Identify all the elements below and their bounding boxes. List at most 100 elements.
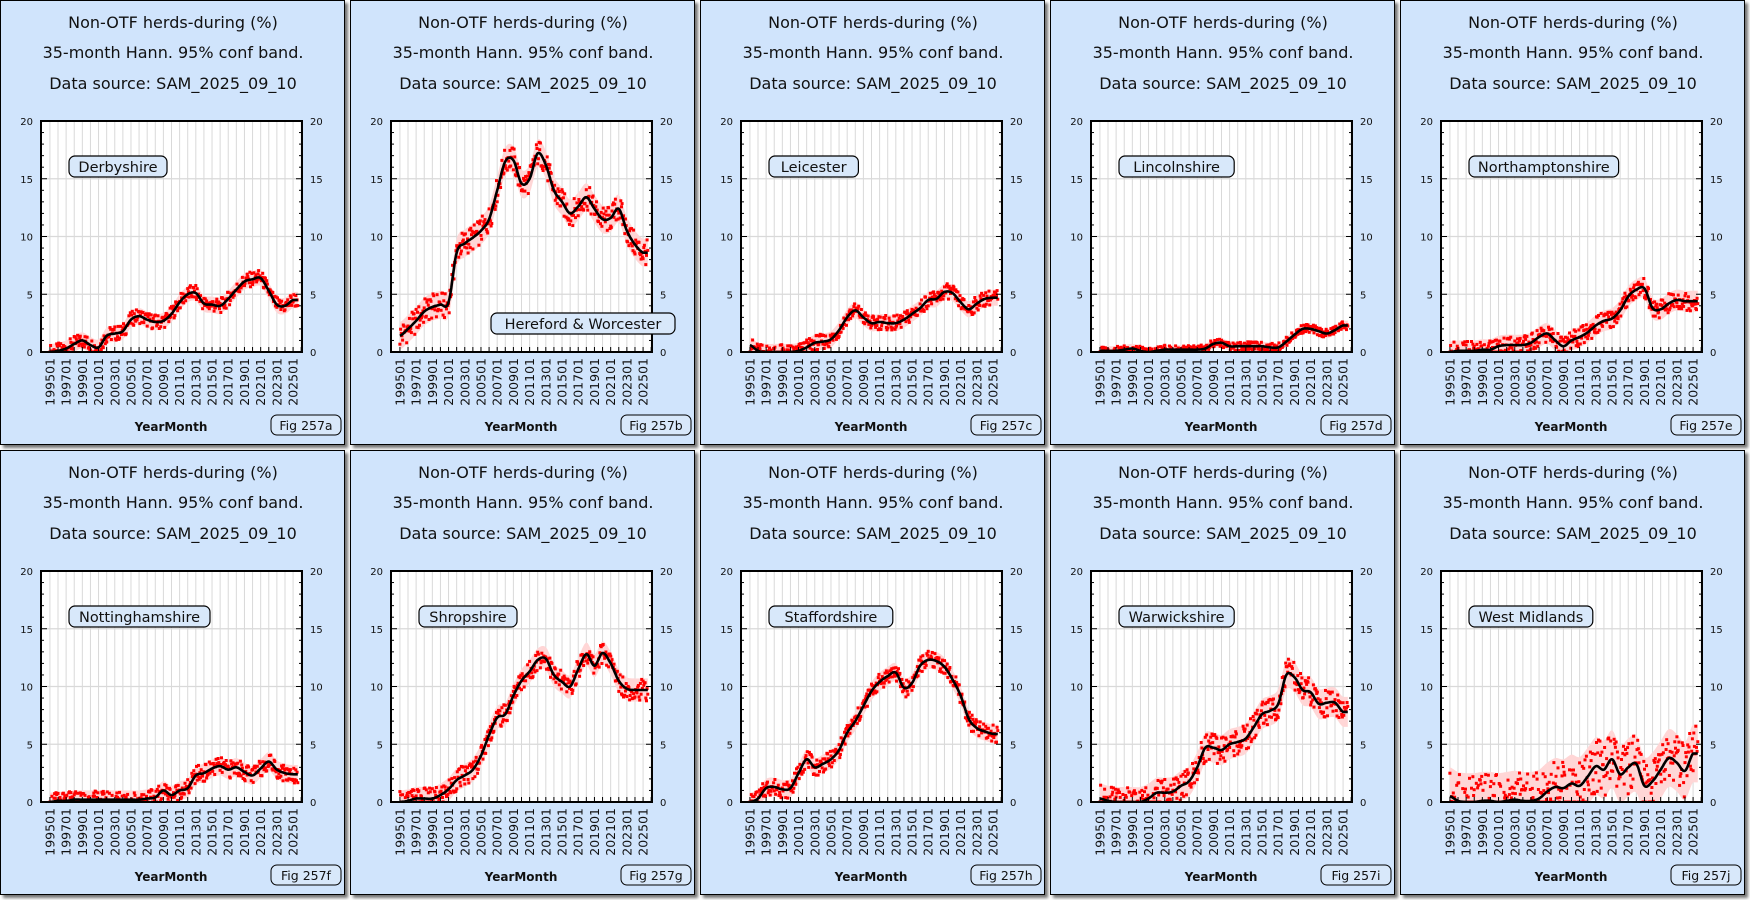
data-point — [1581, 324, 1585, 327]
data-point — [1124, 346, 1128, 350]
data-point — [265, 279, 269, 283]
data-point — [443, 785, 447, 789]
data-point — [192, 286, 196, 290]
data-point — [856, 706, 860, 710]
data-point — [1530, 786, 1534, 790]
data-point — [1192, 344, 1196, 348]
data-point — [883, 671, 887, 675]
data-point — [638, 681, 642, 685]
fig-label: Fig 257d — [1329, 418, 1382, 433]
data-point — [1605, 312, 1609, 316]
data-point — [209, 762, 213, 766]
y-tick-label-left: 15 — [720, 625, 733, 636]
data-point — [788, 784, 792, 788]
data-point — [563, 677, 567, 681]
data-point — [1612, 737, 1616, 741]
data-point — [434, 786, 438, 789]
y-tick-label-right: 0 — [660, 798, 666, 809]
data-point — [1518, 336, 1522, 340]
data-point — [817, 342, 821, 346]
data-point — [1295, 683, 1299, 687]
data-point — [194, 284, 198, 287]
data-point — [890, 328, 894, 332]
data-point — [898, 322, 902, 326]
data-point — [1301, 696, 1305, 700]
data-point — [934, 295, 938, 299]
data-point — [1180, 791, 1184, 795]
x-tick-label: 201101 — [1572, 358, 1587, 406]
data-point — [568, 686, 571, 690]
data-point — [937, 656, 941, 660]
data-point — [486, 744, 490, 748]
data-point — [815, 333, 819, 337]
data-point — [849, 316, 853, 320]
data-point — [1488, 785, 1492, 789]
data-point — [1563, 335, 1567, 339]
data-point — [636, 684, 640, 687]
data-point — [882, 681, 886, 685]
data-point — [792, 786, 796, 790]
data-point — [980, 291, 984, 295]
data-point — [815, 758, 819, 762]
x-axis-label: YearMonth — [1534, 420, 1608, 434]
data-point — [1182, 344, 1186, 348]
data-point — [401, 338, 405, 342]
y-tick-label-left: 0 — [1427, 348, 1433, 359]
data-point — [1453, 795, 1457, 799]
data-point — [1502, 790, 1506, 794]
data-point — [615, 669, 619, 673]
y-tick-label-right: 20 — [310, 117, 323, 128]
data-point — [1155, 786, 1159, 790]
data-point — [1580, 336, 1584, 340]
data-point — [1257, 346, 1261, 350]
data-point — [1552, 761, 1556, 765]
data-point — [1513, 792, 1517, 796]
data-point — [1236, 752, 1240, 756]
data-point — [1233, 349, 1237, 352]
data-point — [1159, 345, 1163, 349]
data-point — [759, 790, 763, 794]
data-point — [1528, 348, 1532, 352]
data-point — [50, 794, 54, 798]
data-point — [1470, 786, 1473, 790]
x-tick-label: 200501 — [823, 808, 838, 856]
region-label-box — [1118, 155, 1235, 178]
data-point — [69, 340, 73, 344]
y-tick-label-left: 5 — [1077, 290, 1083, 301]
data-point — [1589, 324, 1593, 328]
data-point — [555, 202, 559, 206]
x-tick-label: 199701 — [1109, 808, 1124, 856]
data-point — [897, 316, 901, 320]
data-point — [1610, 752, 1614, 756]
data-point — [970, 310, 973, 314]
data-point — [1574, 344, 1578, 348]
data-point — [477, 243, 481, 247]
data-point — [132, 323, 136, 327]
data-point — [1609, 739, 1613, 743]
data-point — [821, 757, 825, 761]
data-point — [611, 203, 615, 207]
data-point — [457, 255, 461, 259]
region-label: Derbyshire — [78, 160, 157, 176]
data-point — [588, 186, 592, 190]
data-point — [424, 788, 428, 792]
data-point — [1143, 790, 1146, 794]
data-point — [1213, 733, 1217, 737]
x-tick-label: 200701 — [1190, 808, 1205, 856]
data-point — [294, 294, 298, 297]
data-source-label: Data source: SAM_2025_09_10 — [1449, 74, 1697, 94]
data-point — [1207, 757, 1211, 761]
y-tick-label-right: 10 — [310, 683, 323, 694]
data-point — [104, 796, 108, 800]
chart-svg: Non-OTF herds-during (%)35-month Hann. 9… — [20, 463, 342, 886]
data-point — [224, 306, 228, 310]
data-point — [1099, 783, 1103, 787]
data-point — [249, 281, 253, 285]
data-point — [1625, 751, 1629, 755]
data-point — [231, 761, 235, 765]
data-point — [224, 759, 228, 762]
data-point — [1237, 349, 1241, 352]
data-point — [1211, 741, 1215, 745]
data-point — [808, 346, 812, 350]
x-tick-label: 200901 — [506, 358, 521, 406]
